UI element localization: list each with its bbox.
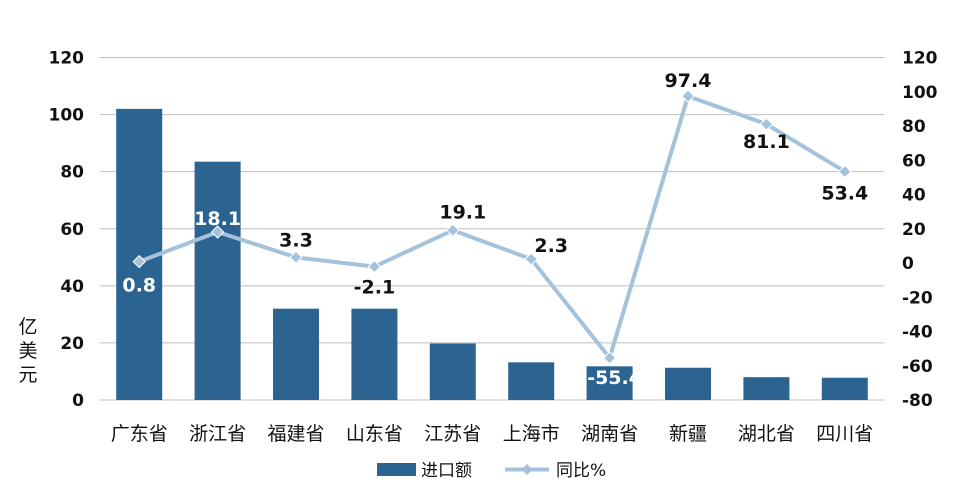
y-tick-label: 120 [49,49,85,69]
data-labels: 0.8 18.1 3.3 -2.1 19.1 2.3 -55.4 97.4 81.1 53.4 [122,70,868,389]
point-5 [446,223,460,237]
point-6 [524,252,538,266]
bar-8 [665,367,711,400]
point-9 [759,117,774,131]
data-label: 18.1 [194,208,241,230]
y-axis-label-text: 亿美元 [18,316,37,386]
data-label: 3.3 [279,229,313,251]
x-tick-label: 新疆 [669,423,707,445]
legend-marker-line [521,464,533,475]
data-label: 53.4 [821,183,868,205]
x-tick-label: 山东省 [346,423,403,445]
bar-5 [429,343,476,400]
point-4 [367,259,382,274]
y-tick-label: 40 [60,277,84,297]
legend-label-bar: 进口额 [421,461,472,481]
y2-tick-label: -80 [902,391,933,411]
data-label: -55.4 [587,367,642,389]
x-tick-label: 浙江省 [189,423,246,445]
point-3 [289,250,303,265]
category-labels: 广东省 浙江省 福建省 山东省 江苏省 上海市 湖南省 新疆 湖北省 四川省 [111,423,874,445]
yoy-line [132,89,852,365]
bar-2 [194,161,241,400]
y2-tick-label: 120 [902,49,938,69]
y2-tick-label: 60 [902,151,926,171]
x-tick-label: 江苏省 [424,423,481,445]
bar-4 [351,308,398,400]
y2-tick-label: 100 [902,83,938,103]
y2-tick-label: -60 [902,357,933,377]
y-tick-label: 100 [49,106,85,126]
data-label: 81.1 [743,131,790,153]
y2-tick-label: 40 [902,186,926,206]
x-tick-label: 广东省 [111,423,168,445]
data-label: 19.1 [439,201,486,223]
series-line [138,94,846,360]
right-axis-ticks: -80 -60 -40 -20 0 20 40 60 80 100 120 [902,49,938,412]
x-tick-label: 福建省 [267,423,324,445]
data-label: 2.3 [534,235,568,257]
x-tick-label: 上海市 [503,423,560,445]
bar-6 [508,362,555,400]
x-tick-label: 湖北省 [738,423,795,445]
y-tick-label: 0 [72,391,84,411]
y-axis-label: 亿美元 [18,316,37,386]
point-7 [602,351,617,365]
x-tick-label: 四川省 [816,423,873,445]
bar-9 [743,377,790,400]
y2-tick-label: 80 [902,117,926,137]
x-tick-label: 湖南省 [581,423,638,445]
y-tick-label: 20 [60,334,84,354]
bar-10 [821,377,868,400]
point-10 [838,164,852,179]
y2-tick-label: 20 [902,220,926,240]
legend-swatch-bar [377,463,416,476]
y-tick-label: 80 [60,163,84,183]
bars [116,108,868,400]
bar-3 [273,308,319,400]
legend: 进口额 同比% [377,461,606,481]
point-8 [681,89,695,103]
data-label: 97.4 [665,70,712,92]
point-1 [132,254,146,269]
y2-tick-label: 0 [902,254,914,274]
data-label: 0.8 [122,275,156,297]
left-axis-ticks: 0 20 40 60 80 100 120 [49,49,85,412]
data-label: -2.1 [354,277,396,299]
legend-label-line: 同比% [556,461,606,481]
y2-tick-label: -40 [902,323,933,343]
point-2 [210,225,225,239]
y2-tick-label: -20 [902,288,933,308]
y-tick-label: 60 [60,220,84,240]
bar-7 [586,366,633,400]
